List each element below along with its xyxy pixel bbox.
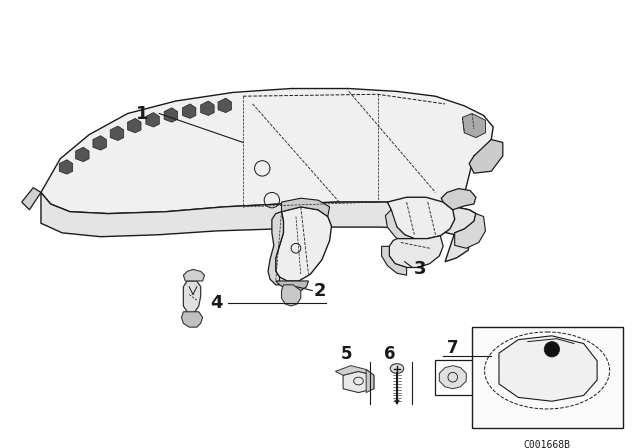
Polygon shape <box>201 101 214 116</box>
Polygon shape <box>439 366 467 389</box>
Polygon shape <box>60 160 73 174</box>
Text: 4: 4 <box>210 294 222 312</box>
Polygon shape <box>366 370 374 392</box>
Polygon shape <box>110 126 124 141</box>
Polygon shape <box>218 98 232 112</box>
Polygon shape <box>469 139 503 173</box>
Ellipse shape <box>390 364 404 373</box>
Polygon shape <box>389 236 443 267</box>
FancyBboxPatch shape <box>472 327 623 428</box>
Polygon shape <box>441 189 476 210</box>
Polygon shape <box>381 246 406 275</box>
Text: 1: 1 <box>136 104 148 123</box>
Polygon shape <box>385 210 414 246</box>
Polygon shape <box>184 281 201 314</box>
Text: 2: 2 <box>314 282 326 300</box>
Polygon shape <box>268 212 284 285</box>
Polygon shape <box>41 193 476 262</box>
Circle shape <box>544 341 559 357</box>
Polygon shape <box>463 113 486 138</box>
Polygon shape <box>93 136 106 150</box>
Polygon shape <box>182 104 196 118</box>
Polygon shape <box>282 285 301 306</box>
Polygon shape <box>387 197 454 239</box>
Polygon shape <box>146 112 159 127</box>
Text: 3: 3 <box>414 260 426 278</box>
Text: 5: 5 <box>341 345 353 363</box>
Polygon shape <box>343 371 374 392</box>
Polygon shape <box>184 269 205 281</box>
Text: 6: 6 <box>385 345 396 363</box>
Polygon shape <box>499 336 597 401</box>
Polygon shape <box>335 366 374 375</box>
Polygon shape <box>454 214 486 248</box>
Polygon shape <box>164 108 177 122</box>
Polygon shape <box>276 207 332 281</box>
Text: 7: 7 <box>447 339 459 358</box>
Polygon shape <box>282 198 330 216</box>
Polygon shape <box>41 89 493 233</box>
Polygon shape <box>127 118 141 133</box>
Polygon shape <box>276 281 308 291</box>
Polygon shape <box>76 147 89 162</box>
Text: C001668B: C001668B <box>524 440 571 448</box>
Polygon shape <box>22 188 41 210</box>
Polygon shape <box>182 312 203 327</box>
